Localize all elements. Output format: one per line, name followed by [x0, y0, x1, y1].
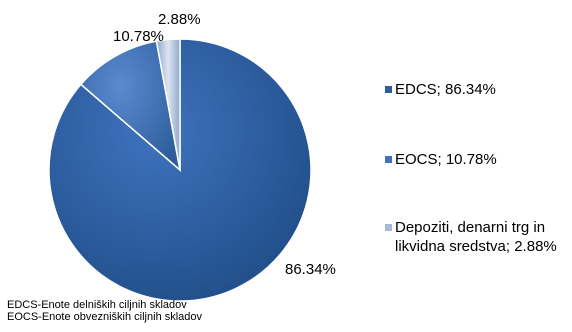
legend-item-depoziti: Depoziti, denarni trg in likvidna sredst… — [385, 218, 565, 256]
legend-swatch-eocs — [385, 156, 392, 163]
legend-label-depoziti: Depoziti, denarni trg in likvidna sredst… — [395, 219, 557, 255]
footnote-eocs: EOCS-Enote obvezniških ciljnih skladov — [7, 311, 203, 323]
pie-label-edcs: 86.34% — [285, 261, 336, 278]
footnote: EDCS-Enote delniških ciljnih skladov EOC… — [7, 299, 202, 323]
pie-slice-depoziti — [155, 38, 181, 171]
pie-slice-edcs — [48, 38, 312, 302]
legend-label-eocs: EOCS; 10.78% — [395, 151, 497, 168]
pie-label-eocs: 10.78% — [113, 28, 164, 45]
pie-slice-eocs — [79, 40, 182, 172]
legend-label-edcs: EDCS; 86.34% — [395, 81, 496, 98]
legend-swatch-edcs — [385, 86, 392, 93]
footnote-edcs: EDCS-Enote delniških ciljnih skladov — [7, 299, 187, 311]
legend-item-edcs: EDCS; 86.34% — [385, 80, 496, 99]
legend-swatch-depoziti — [385, 224, 392, 231]
pie-label-depoziti: 2.88% — [158, 11, 201, 28]
legend-item-eocs: EOCS; 10.78% — [385, 150, 497, 169]
